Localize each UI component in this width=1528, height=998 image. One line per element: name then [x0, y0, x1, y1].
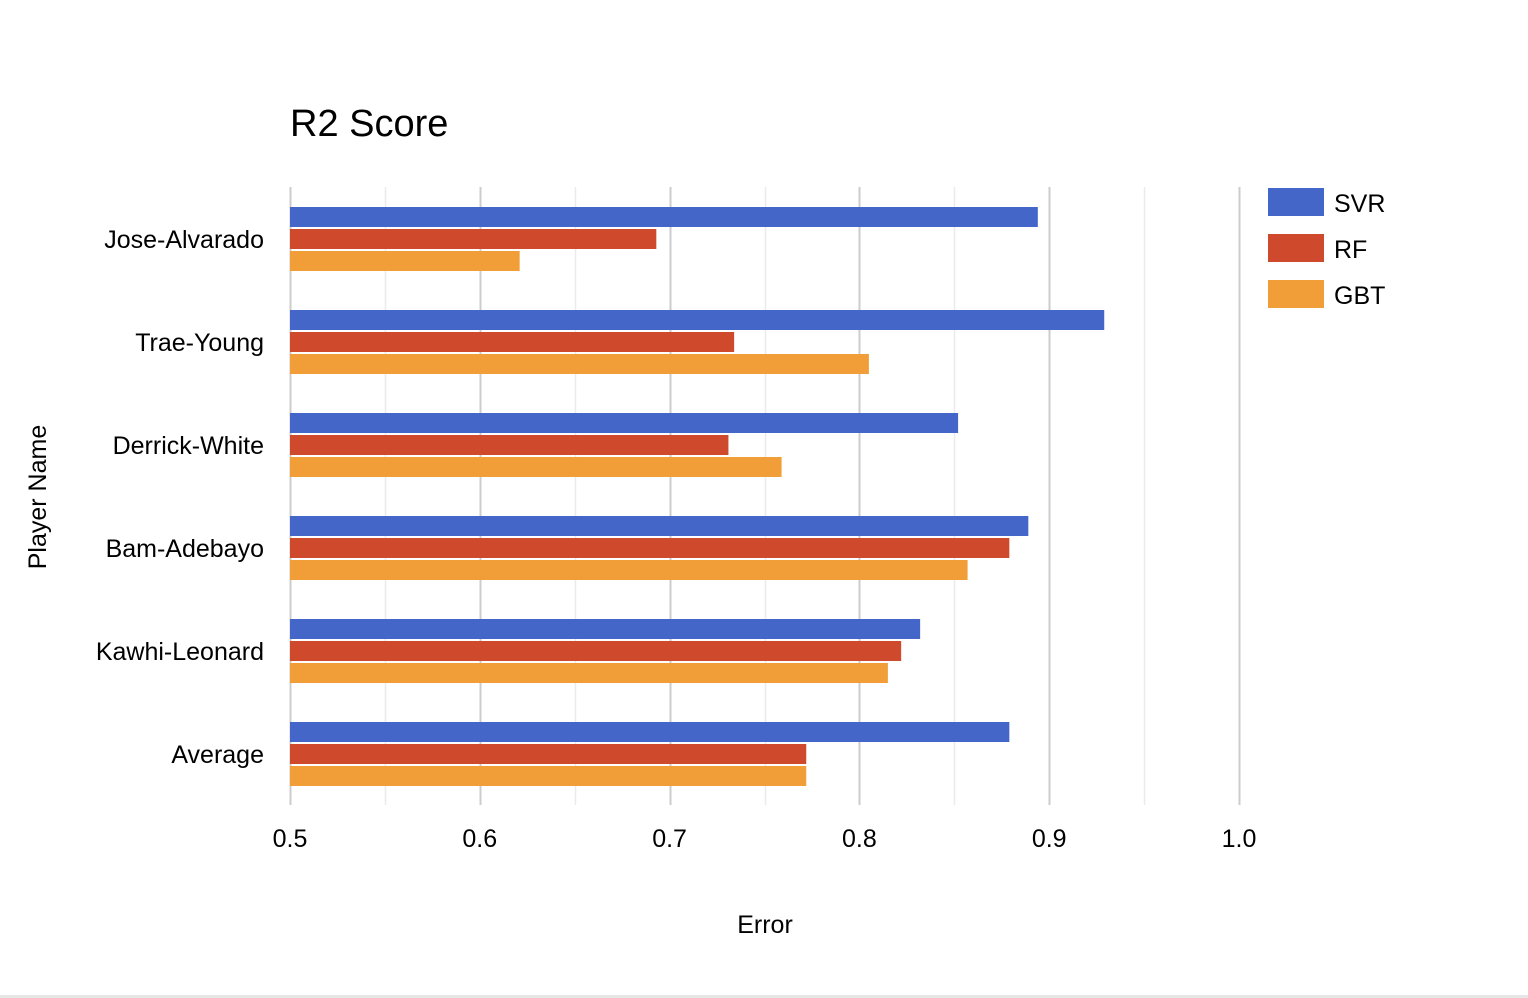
bar-svr-bam-adebayo[interactable]: [290, 516, 1029, 536]
bar-svr-average[interactable]: [290, 722, 1010, 742]
x-tick-label: 0.8: [842, 825, 877, 853]
legend-label-rf: RF: [1334, 236, 1367, 264]
x-axis-title: Error: [737, 911, 793, 939]
category-label: Trae-Young: [135, 329, 264, 357]
category-label: Kawhi-Leonard: [96, 638, 264, 666]
bar-svr-jose-alvarado[interactable]: [290, 207, 1038, 227]
bar-gbt-jose-alvarado[interactable]: [290, 251, 520, 271]
legend-swatch-rf: [1268, 234, 1324, 262]
chart-title: R2 Score: [290, 103, 448, 145]
bar-rf-jose-alvarado[interactable]: [290, 229, 657, 249]
x-tick-label: 0.9: [1032, 825, 1067, 853]
bar-svr-trae-young[interactable]: [290, 310, 1105, 330]
bar-rf-average[interactable]: [290, 744, 807, 764]
bar-svr-derrick-white[interactable]: [290, 413, 959, 433]
x-axis-tick-labels: 0.5 0.6 0.7 0.8 0.9 1.0: [273, 825, 1257, 853]
legend-label-svr: SVR: [1334, 190, 1385, 218]
bar-gbt-kawhi-leonard[interactable]: [290, 663, 888, 683]
category-label: Bam-Adebayo: [106, 535, 264, 563]
bar-gbt-trae-young[interactable]: [290, 354, 869, 374]
y-axis-title: Player Name: [24, 425, 52, 570]
legend: SVR RF GBT: [1268, 188, 1385, 310]
x-tick-label: 1.0: [1222, 825, 1257, 853]
bar-svr-kawhi-leonard[interactable]: [290, 619, 921, 639]
category-label: Derrick-White: [113, 432, 264, 460]
category-label: Average: [171, 741, 264, 769]
x-tick-label: 0.7: [652, 825, 687, 853]
bar-rf-kawhi-leonard[interactable]: [290, 641, 902, 661]
bar-rf-derrick-white[interactable]: [290, 435, 729, 455]
legend-swatch-svr: [1268, 188, 1324, 216]
legend-swatch-gbt: [1268, 280, 1324, 308]
grid-layer: [289, 187, 1241, 805]
bar-rf-trae-young[interactable]: [290, 332, 735, 352]
bars-layer: [290, 207, 1105, 786]
bar-gbt-derrick-white[interactable]: [290, 457, 782, 477]
x-tick-label: 0.6: [462, 825, 497, 853]
bar-rf-bam-adebayo[interactable]: [290, 538, 1010, 558]
bar-gbt-average[interactable]: [290, 766, 807, 786]
category-labels: Jose-Alvarado Trae-Young Derrick-White Bam-…: [96, 226, 264, 769]
legend-label-gbt: GBT: [1334, 282, 1385, 310]
bar-gbt-bam-adebayo[interactable]: [290, 560, 968, 580]
x-tick-label: 0.5: [273, 825, 308, 853]
category-label: Jose-Alvarado: [104, 226, 264, 254]
bottom-divider: [0, 995, 1528, 998]
